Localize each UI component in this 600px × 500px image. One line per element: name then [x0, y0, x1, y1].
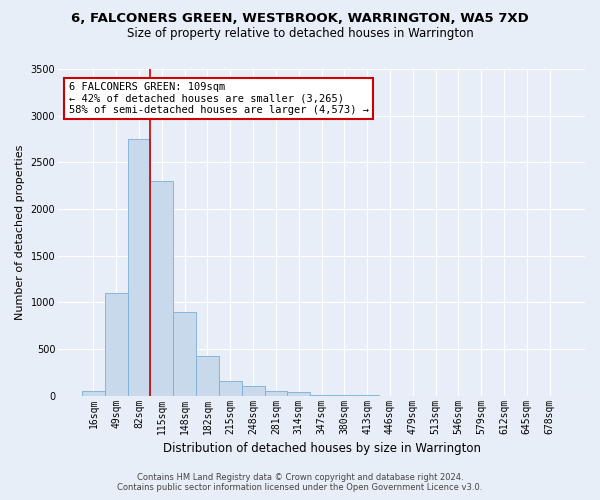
Bar: [196, 356, 219, 396]
Bar: [105, 293, 128, 396]
Text: 6, FALCONERS GREEN, WESTBROOK, WARRINGTON, WA5 7XD: 6, FALCONERS GREEN, WESTBROOK, WARRINGTO…: [71, 12, 529, 26]
Y-axis label: Number of detached properties: Number of detached properties: [15, 144, 25, 320]
Bar: [82, 391, 105, 396]
Text: 6 FALCONERS GREEN: 109sqm
← 42% of detached houses are smaller (3,265)
58% of se: 6 FALCONERS GREEN: 109sqm ← 42% of detac…: [68, 82, 368, 116]
X-axis label: Distribution of detached houses by size in Warrington: Distribution of detached houses by size …: [163, 442, 481, 455]
Bar: [219, 380, 242, 396]
Bar: [265, 390, 287, 396]
Text: Contains HM Land Registry data © Crown copyright and database right 2024.
Contai: Contains HM Land Registry data © Crown c…: [118, 473, 482, 492]
Bar: [128, 139, 151, 396]
Bar: [173, 312, 196, 396]
Bar: [310, 394, 333, 396]
Text: Size of property relative to detached houses in Warrington: Size of property relative to detached ho…: [127, 28, 473, 40]
Bar: [151, 181, 173, 396]
Bar: [287, 392, 310, 396]
Bar: [242, 386, 265, 396]
